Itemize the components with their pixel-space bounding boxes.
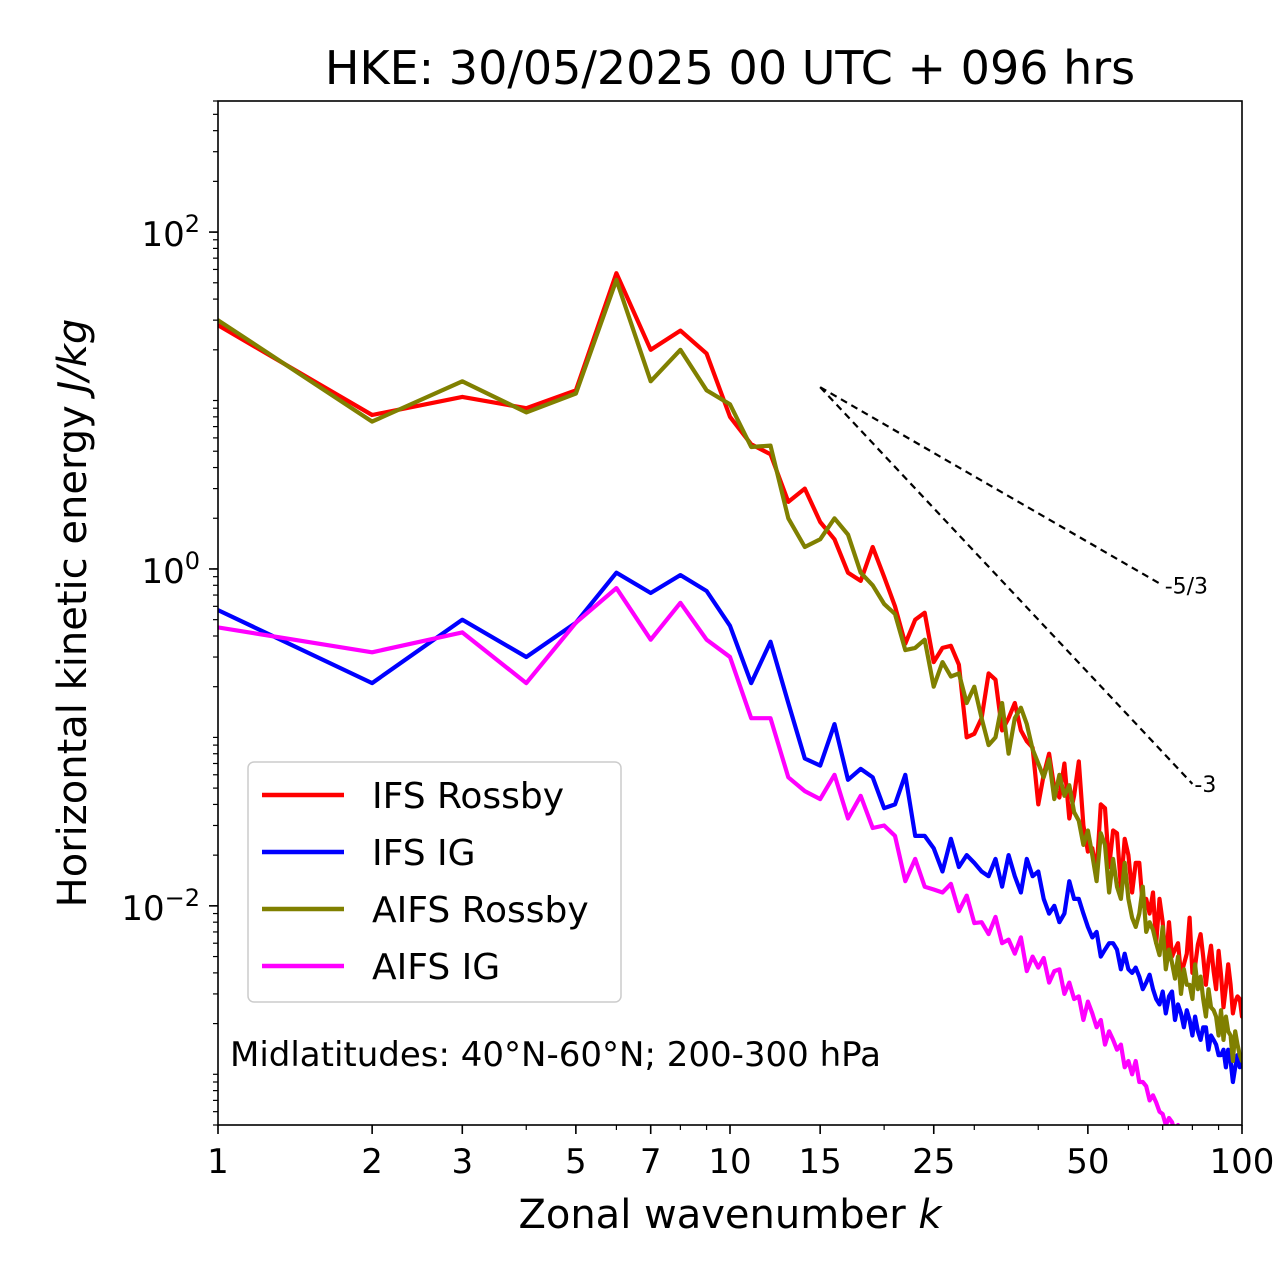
legend: IFS Rossby IFS IG AIFS Rossby AIFS IG	[247, 761, 622, 1003]
series-layer	[218, 271, 1242, 1125]
legend-label-aifs-ig: AIFS IG	[372, 947, 500, 988]
series-line-aifs-ig	[218, 585, 1181, 1125]
x-tick-label: 10	[708, 1142, 751, 1182]
x-tick-label: 2	[361, 1142, 383, 1182]
x-tick-label: 25	[912, 1142, 955, 1182]
y-tick-label: 100	[141, 547, 200, 592]
plot-frame	[217, 100, 1243, 1126]
x-axis-label: Zonal wavenumber k	[518, 1192, 943, 1238]
legend-box	[247, 761, 622, 1003]
x-tick-label: 3	[451, 1142, 473, 1182]
y-axis-ticks: 102 100 10−2	[121, 100, 218, 1126]
x-tick-label: 15	[799, 1142, 842, 1182]
slope-label-3: -3	[1194, 773, 1216, 798]
region-annotation: Midlatitudes: 40°N-60°N; 200-300 hPa	[230, 1035, 881, 1075]
x-tick-label: 5	[565, 1142, 587, 1182]
x-axis-label-text: Zonal wavenumber	[518, 1192, 918, 1238]
x-axis-ticks: 1 2 3 5 7 10 15 25 50 100	[207, 1125, 1274, 1182]
legend-label-ifs-ig: IFS IG	[372, 833, 476, 874]
slope-line-5-3	[819, 386, 1164, 587]
x-tick-label: 1	[207, 1142, 229, 1182]
y-axis-label-units: J/kg	[50, 319, 96, 400]
series-line-aifs-rossby	[218, 277, 1242, 1064]
legend-label-ifs-rossby: IFS Rossby	[372, 776, 564, 817]
legend-label-aifs-rossby: AIFS Rossby	[372, 890, 589, 931]
y-tick-label: 10−2	[121, 884, 200, 929]
y-tick-label: 102	[141, 210, 200, 255]
slope-line-3	[819, 386, 1194, 785]
reference-slopes: -5/3 -3	[819, 386, 1216, 798]
y-axis-label: Horizontal kinetic energy J/kg	[50, 319, 96, 908]
series-line-ifs-ig	[218, 570, 1242, 1085]
slope-label-5-3: -5/3	[1165, 574, 1208, 599]
x-tick-label: 50	[1066, 1142, 1109, 1182]
x-tick-label: 7	[640, 1142, 662, 1182]
x-tick-label: 100	[1210, 1142, 1275, 1182]
chart-title: HKE: 30/05/2025 00 UTC + 096 hrs	[325, 41, 1135, 95]
x-axis-label-symbol: k	[918, 1192, 943, 1238]
y-axis-label-text: Horizontal kinetic energy	[50, 393, 96, 908]
